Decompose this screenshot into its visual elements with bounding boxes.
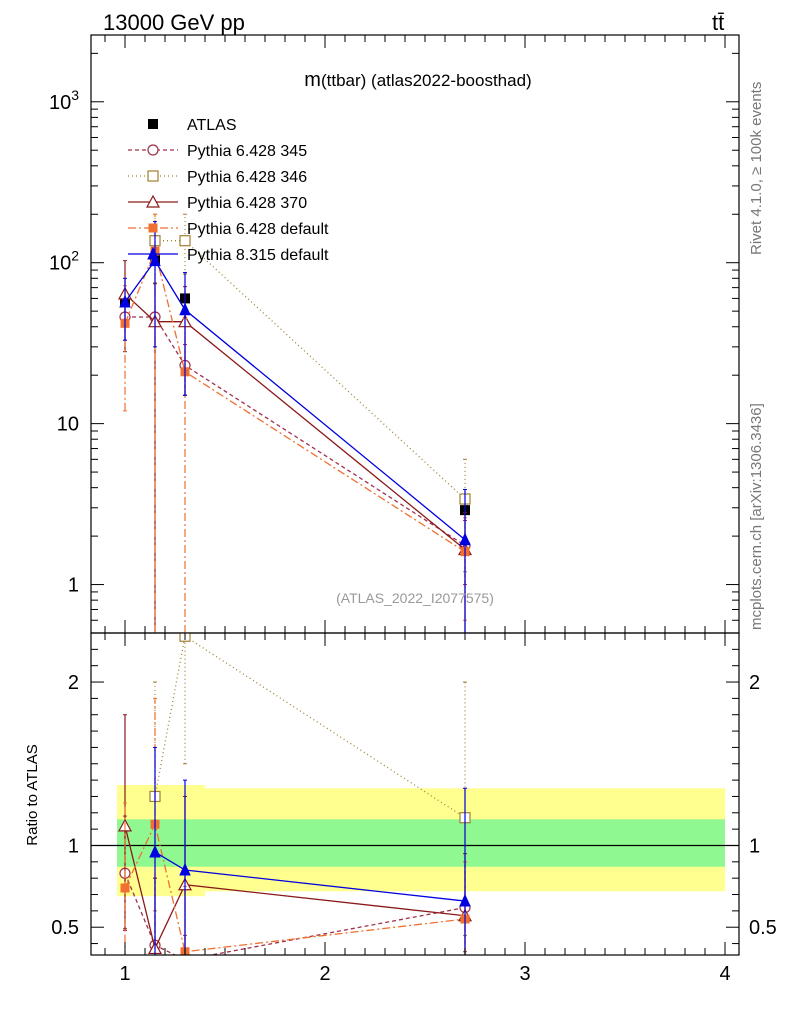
- y-tick-label: 0.5: [51, 917, 79, 939]
- legend-entry: Pythia 8.315 default: [128, 246, 329, 264]
- y-tick-label-right: 1: [749, 835, 760, 857]
- data-point: [147, 246, 159, 260]
- data-point: [149, 253, 161, 267]
- legend-label: Pythia 6.428 346: [187, 169, 307, 186]
- data-point: [148, 223, 158, 233]
- legend-label: ATLAS: [187, 117, 237, 134]
- data-point: [145, 194, 161, 208]
- data-point: [179, 302, 191, 316]
- x-tick-label: 3: [519, 963, 530, 985]
- data-point: [148, 119, 158, 129]
- legend-entry: Pythia 6.428 346: [128, 169, 307, 186]
- data-point: [179, 235, 191, 247]
- legend-entry: Pythia 6.428 default: [128, 221, 329, 238]
- data-point: [147, 170, 159, 182]
- legend-label: Pythia 6.428 345: [187, 143, 307, 160]
- y-tick-label-right: 0.5: [749, 917, 777, 939]
- data-point: [179, 862, 191, 876]
- analysis-watermark: (ATLAS_2022_I2077575): [336, 590, 494, 606]
- data-point: [459, 532, 471, 546]
- series-pythia-6-428-346: [149, 213, 471, 573]
- legend-label: Pythia 6.428 370: [187, 195, 307, 212]
- mcplots-label: mcplots.cern.ch [arXiv:1306.3436]: [748, 403, 765, 630]
- series-line: [155, 240, 466, 500]
- y-tick-label: 1: [68, 575, 79, 597]
- series-line: [124, 822, 466, 953]
- ratio-ticks: 0.5 0.5 1 1 2 2 1 2 3 4: [51, 632, 777, 985]
- x-tick-label: 2: [319, 963, 330, 985]
- series-atlas: [120, 254, 470, 516]
- header-final-state: tt̄: [712, 10, 724, 35]
- plot-title: m(ttbar) (atlas2022-boosthad): [304, 69, 531, 91]
- series-pythia-6-428-345: [119, 295, 471, 586]
- main-series: [117, 213, 473, 634]
- y-tick-label-right: 2: [749, 672, 760, 694]
- legend-entry: Pythia 6.428 345: [128, 143, 307, 160]
- uncertainty-bands: [91, 785, 739, 897]
- series-pythia-8-315-default: [149, 746, 471, 955]
- legend: ATLAS Pythia 6.428 345 Pythia 6.428 346 Pyt…: [128, 117, 329, 264]
- data-point: [119, 294, 131, 308]
- main-ticks: 1 10 102 103: [49, 35, 739, 634]
- y-tick-label: 2: [68, 672, 79, 694]
- ratio-frame: [90, 632, 740, 956]
- legend-entry: ATLAS: [148, 117, 237, 134]
- rivet-version-label: Rivet 4.1.0, ≥ 100k events: [748, 82, 765, 255]
- series-line: [125, 316, 466, 546]
- y-tick-label: 102: [49, 248, 79, 275]
- x-tick-label: 4: [719, 963, 730, 985]
- ratio-axis-label: Ratio to ATLAS: [24, 744, 41, 845]
- y-tick-label: 1: [68, 835, 79, 857]
- legend-entry: Pythia 6.428 370: [128, 194, 307, 212]
- series-pythia-6-428-default: [120, 213, 470, 633]
- series-line: [124, 249, 466, 553]
- x-tick-label: 1: [119, 963, 130, 985]
- data-point: [182, 954, 188, 955]
- series-line: [124, 259, 466, 541]
- y-tick-label: 103: [49, 87, 79, 114]
- data-point: [147, 144, 159, 156]
- legend-label: Pythia 6.428 default: [187, 221, 329, 238]
- ratio-panel: 0.5 0.5 1 1 2 2 1 2 3 4 Ratio to ATLAS: [24, 632, 777, 985]
- data-point: [149, 844, 161, 858]
- series-line: [124, 293, 466, 551]
- series-line: [124, 873, 466, 955]
- series-pythia-8-315-default: [119, 221, 471, 633]
- data-point: [459, 893, 471, 907]
- y-tick-label: 10: [57, 414, 79, 436]
- green-band: [117, 819, 205, 867]
- data-point: [120, 883, 130, 893]
- header-process: 13000 GeV pp: [103, 10, 245, 35]
- series-line: [124, 825, 466, 951]
- legend-label: Pythia 8.315 default: [187, 247, 329, 264]
